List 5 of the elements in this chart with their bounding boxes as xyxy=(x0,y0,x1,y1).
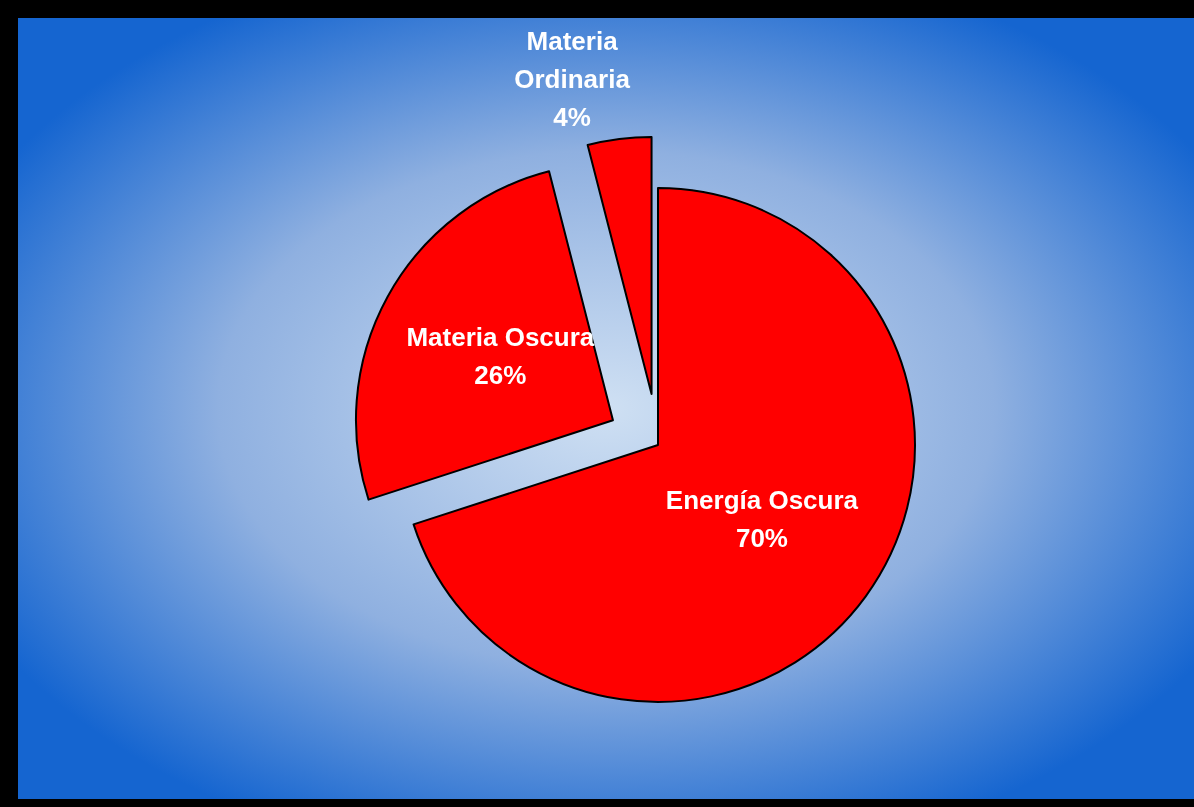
data-label: 70% xyxy=(735,522,788,553)
slice-label: Materia Ordinaria xyxy=(514,26,631,95)
data-label: 4% xyxy=(553,102,591,133)
slice-label: Energía Oscura xyxy=(665,484,859,515)
data-label: 26% xyxy=(474,360,527,391)
